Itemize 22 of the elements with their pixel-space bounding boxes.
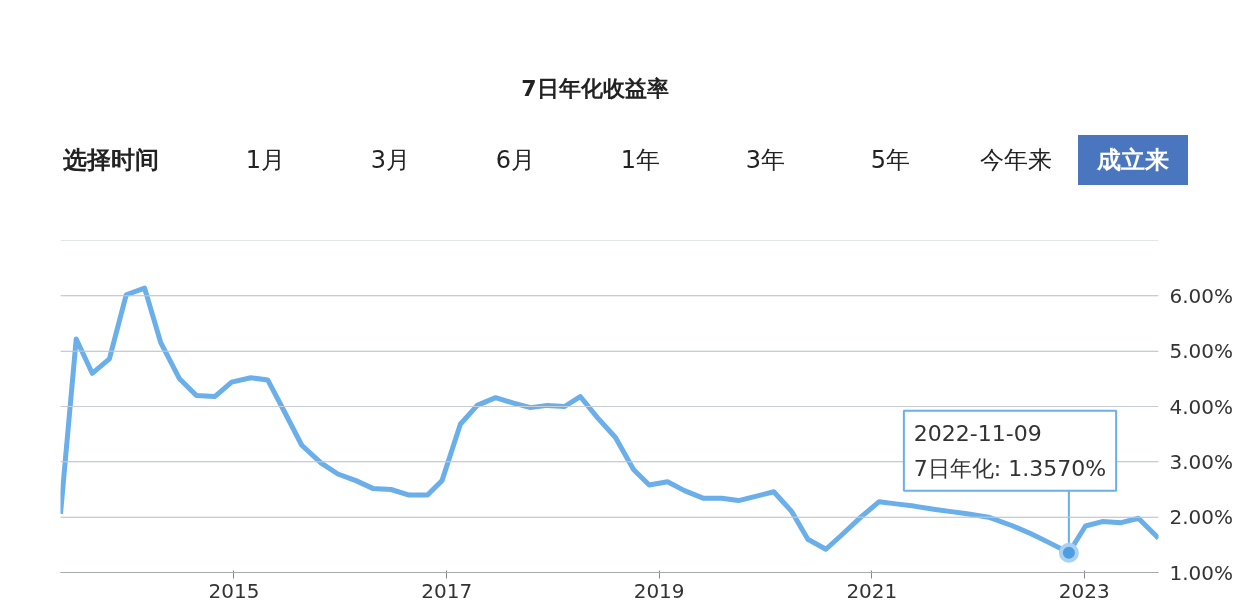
x-tick-label: 2015 xyxy=(208,578,260,603)
text: 3月 xyxy=(369,145,412,176)
annotation: 2022-11-09 7日年化: 1.3570% xyxy=(913,420,1107,481)
text: 1月 xyxy=(244,145,287,176)
y-tick-label: 6.00% xyxy=(1169,283,1234,308)
y-tick-label: 3.00% xyxy=(1169,449,1234,474)
text: 6月 xyxy=(494,145,537,176)
text: 选择时间 xyxy=(63,145,160,176)
y-tick-label: 1.00% xyxy=(1169,560,1234,585)
chart-title: 7日年化收益率 xyxy=(521,75,669,103)
text: 成立来 xyxy=(1078,135,1188,186)
text: 3年 xyxy=(744,145,787,176)
x-tick-label: 2023 xyxy=(1058,578,1110,603)
text: 1年 xyxy=(619,145,662,176)
y-tick-label: 2.00% xyxy=(1169,505,1234,530)
text: 5年 xyxy=(869,145,912,176)
y-tick-label: 4.00% xyxy=(1169,394,1234,419)
x-tick-label: 2021 xyxy=(846,578,898,603)
x-tick-label: 2017 xyxy=(421,578,473,603)
text: 今年来 xyxy=(978,145,1053,176)
x-tick-label: 2019 xyxy=(633,578,685,603)
y-tick-label: 5.00% xyxy=(1169,339,1234,364)
